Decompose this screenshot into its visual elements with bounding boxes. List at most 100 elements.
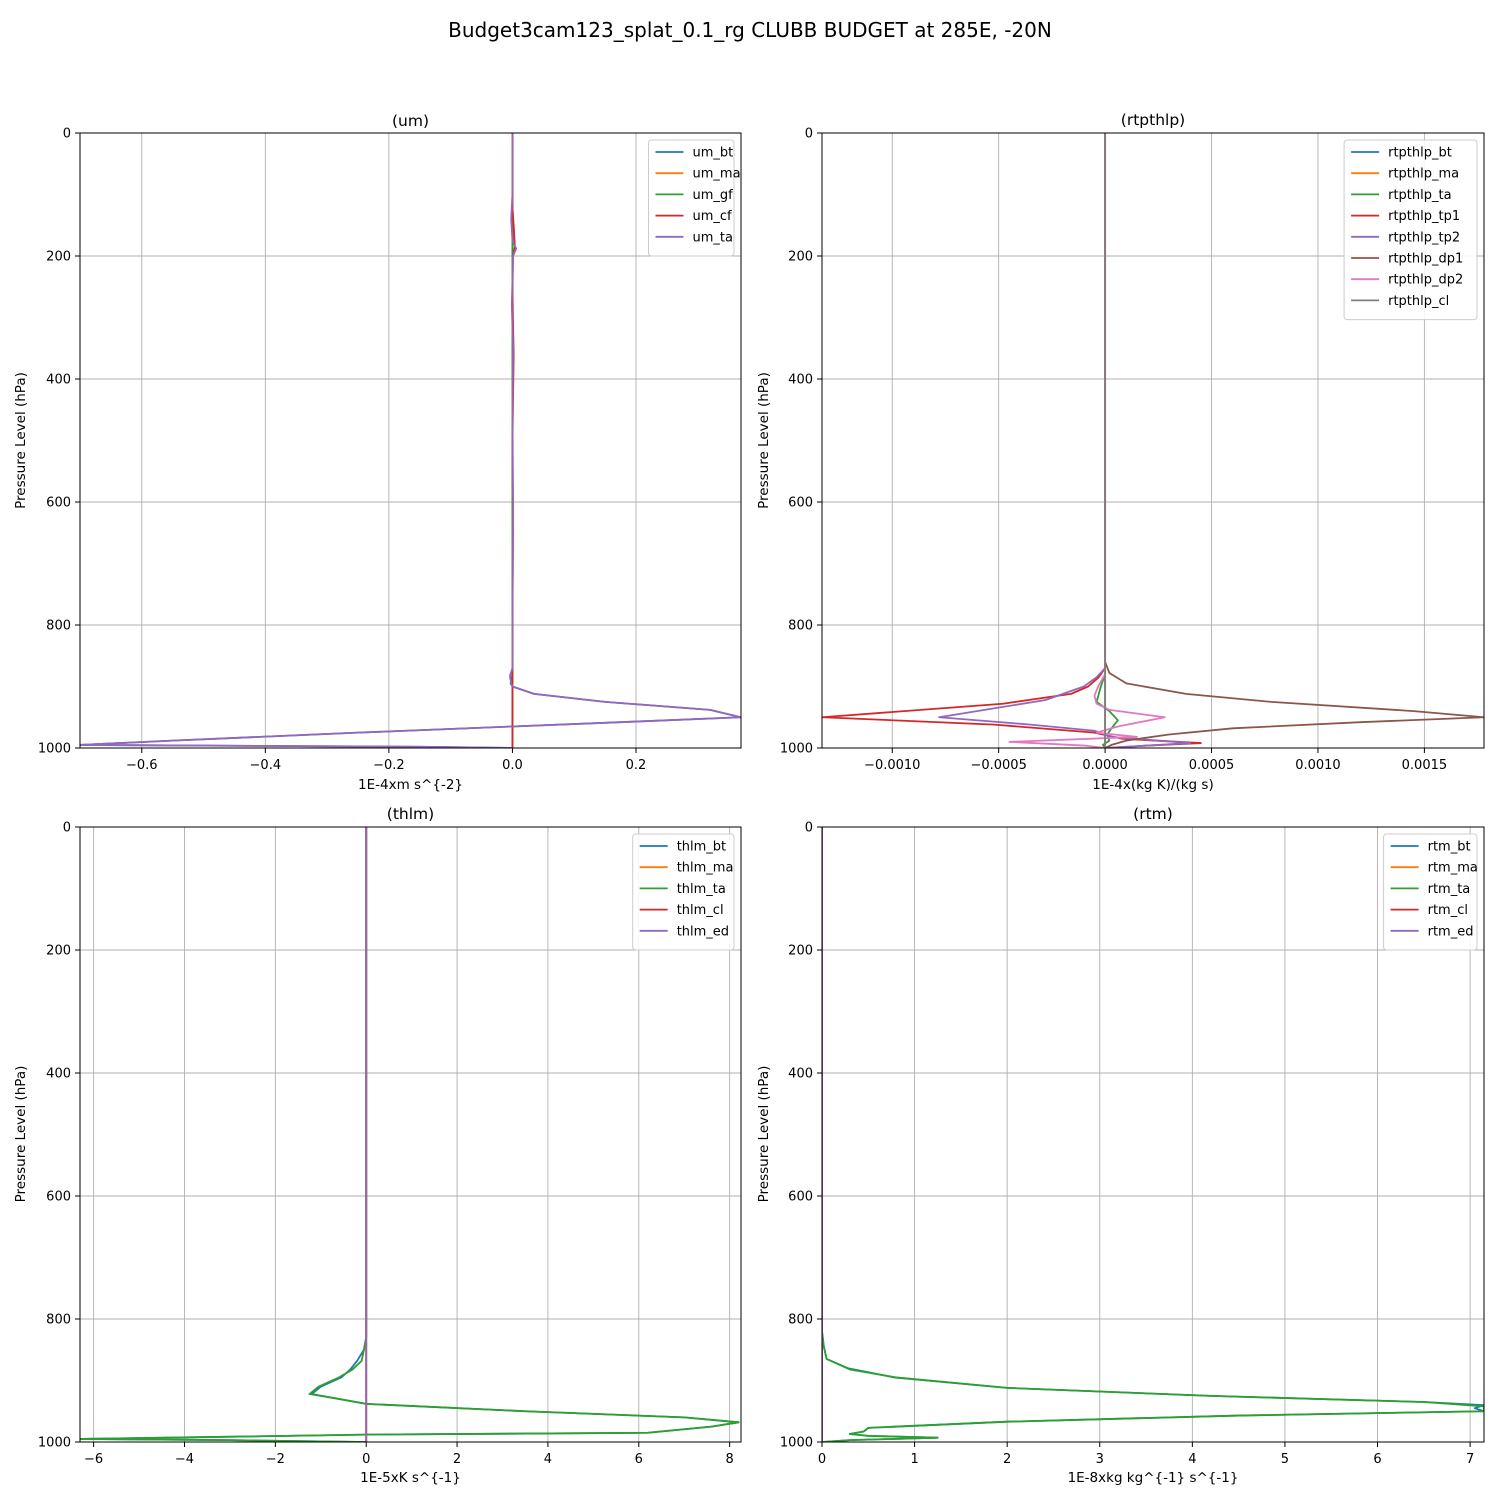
y-tick-label: 0	[805, 127, 813, 142]
x-tick-label: 2	[1003, 1452, 1011, 1467]
x-axis-label: 1E-8xkg kg^{-1} s^{-1}	[1068, 1470, 1239, 1486]
series-line-rtpthlp_tp1	[822, 133, 1202, 748]
x-tick-label: −0.6	[126, 758, 158, 773]
series-line-um_ta	[80, 133, 741, 748]
axes-frame	[79, 826, 742, 1443]
x-tick-label: 6	[635, 1452, 643, 1467]
panel-title: (thlm)	[387, 805, 434, 823]
legend: rtm_bt rtm_ma rtm_ta rtm_cl rtm_ed	[1383, 833, 1478, 951]
x-tick-label: 0.0010	[1295, 758, 1341, 773]
legend: um_bt um_ma um_gf um_cf um_ta	[648, 139, 741, 257]
x-axis-label: 1E-4x(kg K)/(kg s)	[1092, 777, 1213, 793]
legend-label: rtpthlp_ta	[1388, 188, 1451, 203]
legend-box	[1383, 833, 1478, 951]
series-line-rtpthlp_dp1	[1104, 133, 1484, 748]
panel-thlm: (thlm) 1E-5xK s^{-1} Pressure Level (hPa…	[13, 805, 742, 1486]
legend-label: um_cf	[693, 209, 733, 224]
legend: rtpthlp_bt rtpthlp_ma rtpthlp_ta rtpthlp_tp…	[1343, 139, 1478, 321]
series-group	[822, 133, 1484, 748]
y-tick-label: 200	[46, 250, 71, 265]
legend-label: rtpthlp_cl	[1388, 294, 1449, 309]
x-tick-label: 0	[818, 1452, 826, 1467]
legend: thlm_bt thlm_ma thlm_ta thlm_cl thlm_ed	[632, 833, 735, 951]
series-line-thlm_ta	[80, 827, 740, 1442]
x-axis-label: 1E-4xm s^{-2}	[358, 777, 463, 793]
series-line-rtpthlp_dp2	[1008, 133, 1166, 748]
legend-box	[648, 139, 735, 257]
series-line-um_bt	[80, 133, 741, 748]
axes-frame	[821, 132, 1485, 749]
y-tick-label: 0	[63, 821, 71, 836]
legend-label: thlm_bt	[677, 840, 726, 855]
legend-label: rtm_ma	[1428, 861, 1478, 876]
x-tick-label: −6	[84, 1452, 103, 1467]
legend-label: thlm_ma	[677, 861, 734, 876]
x-tick-label: 3	[1096, 1452, 1104, 1467]
x-tick-label: −0.0010	[864, 758, 920, 773]
x-tick-label: 4	[1188, 1452, 1196, 1467]
x-tick-label: −4	[175, 1452, 194, 1467]
panel-title: (rtm)	[1133, 805, 1173, 823]
figure-title: Budget3cam123_splat_0.1_rg CLUBB BUDGET …	[448, 18, 1052, 42]
y-tick-label: 200	[788, 250, 813, 265]
y-tick-label: 1000	[780, 1436, 813, 1451]
legend-label: thlm_cl	[677, 903, 724, 918]
x-tick-label: 0	[362, 1452, 370, 1467]
legend-label: thlm_ed	[677, 924, 729, 939]
series-group	[822, 827, 1484, 1442]
x-tick-label: 8	[726, 1452, 734, 1467]
legend-label: um_gf	[693, 188, 734, 203]
y-tick-label: 400	[788, 1067, 813, 1082]
y-tick-label: 400	[788, 373, 813, 388]
x-tick-label: 6	[1373, 1452, 1381, 1467]
y-tick-label: 1000	[780, 742, 813, 757]
series-group	[80, 133, 741, 748]
y-tick-label: 400	[46, 1067, 71, 1082]
y-axis-label: Pressure Level (hPa)	[13, 1066, 29, 1203]
y-tick-label: 600	[46, 1190, 71, 1205]
legend-label: rtm_cl	[1428, 903, 1468, 918]
y-tick-label: 1000	[38, 742, 71, 757]
y-tick-label: 1000	[38, 1436, 71, 1451]
x-tick-label: 7	[1466, 1452, 1474, 1467]
y-tick-label: 200	[46, 944, 71, 959]
y-axis-label: Pressure Level (hPa)	[13, 372, 29, 509]
x-tick-label: 2	[453, 1452, 461, 1467]
x-axis-label: 1E-5xK s^{-1}	[360, 1470, 461, 1486]
x-tick-label: −0.2	[373, 758, 405, 773]
series-group	[80, 827, 740, 1442]
x-tick-label: 4	[544, 1452, 552, 1467]
legend-label: rtm_bt	[1428, 840, 1471, 855]
axes-frame	[79, 132, 742, 749]
y-tick-label: 800	[788, 1313, 813, 1328]
y-tick-label: 600	[788, 496, 813, 511]
panel-title: (um)	[392, 112, 429, 130]
legend-box	[1343, 139, 1478, 321]
panel-um: (um) 1E-4xm s^{-2} Pressure Level (hPa) …	[13, 112, 742, 793]
y-tick-label: 800	[46, 619, 71, 634]
legend-label: rtpthlp_ma	[1388, 167, 1459, 182]
axes-frame	[821, 826, 1485, 1443]
x-tick-label: 0.0015	[1402, 758, 1448, 773]
legend-label: rtpthlp_dp1	[1388, 252, 1463, 267]
panel-title: (rtpthlp)	[1121, 111, 1185, 129]
legend-label: rtpthlp_tp1	[1388, 209, 1460, 224]
legend-label: rtm_ed	[1428, 924, 1474, 939]
legend-label: rtm_ta	[1428, 882, 1471, 897]
legend-label: um_ta	[693, 230, 733, 245]
x-tick-label: 0.0	[502, 758, 523, 773]
legend-box	[632, 833, 735, 951]
legend-label: um_ma	[693, 167, 741, 182]
y-tick-label: 600	[46, 496, 71, 511]
legend-label: rtpthlp_dp2	[1388, 273, 1463, 288]
panel-rtpthlp: (rtpthlp) 1E-4x(kg K)/(kg s) Pressure Le…	[756, 111, 1485, 793]
x-tick-label: 5	[1281, 1452, 1289, 1467]
x-tick-label: −0.0005	[970, 758, 1026, 773]
series-line-rtpthlp_tp2	[938, 133, 1192, 748]
y-tick-label: 600	[788, 1190, 813, 1205]
y-axis-label: Pressure Level (hPa)	[756, 1066, 772, 1203]
x-tick-label: −0.4	[250, 758, 282, 773]
panel-rtm: (rtm) 1E-8xkg kg^{-1} s^{-1} Pressure Le…	[756, 805, 1485, 1486]
legend-label: rtpthlp_tp2	[1388, 230, 1460, 245]
